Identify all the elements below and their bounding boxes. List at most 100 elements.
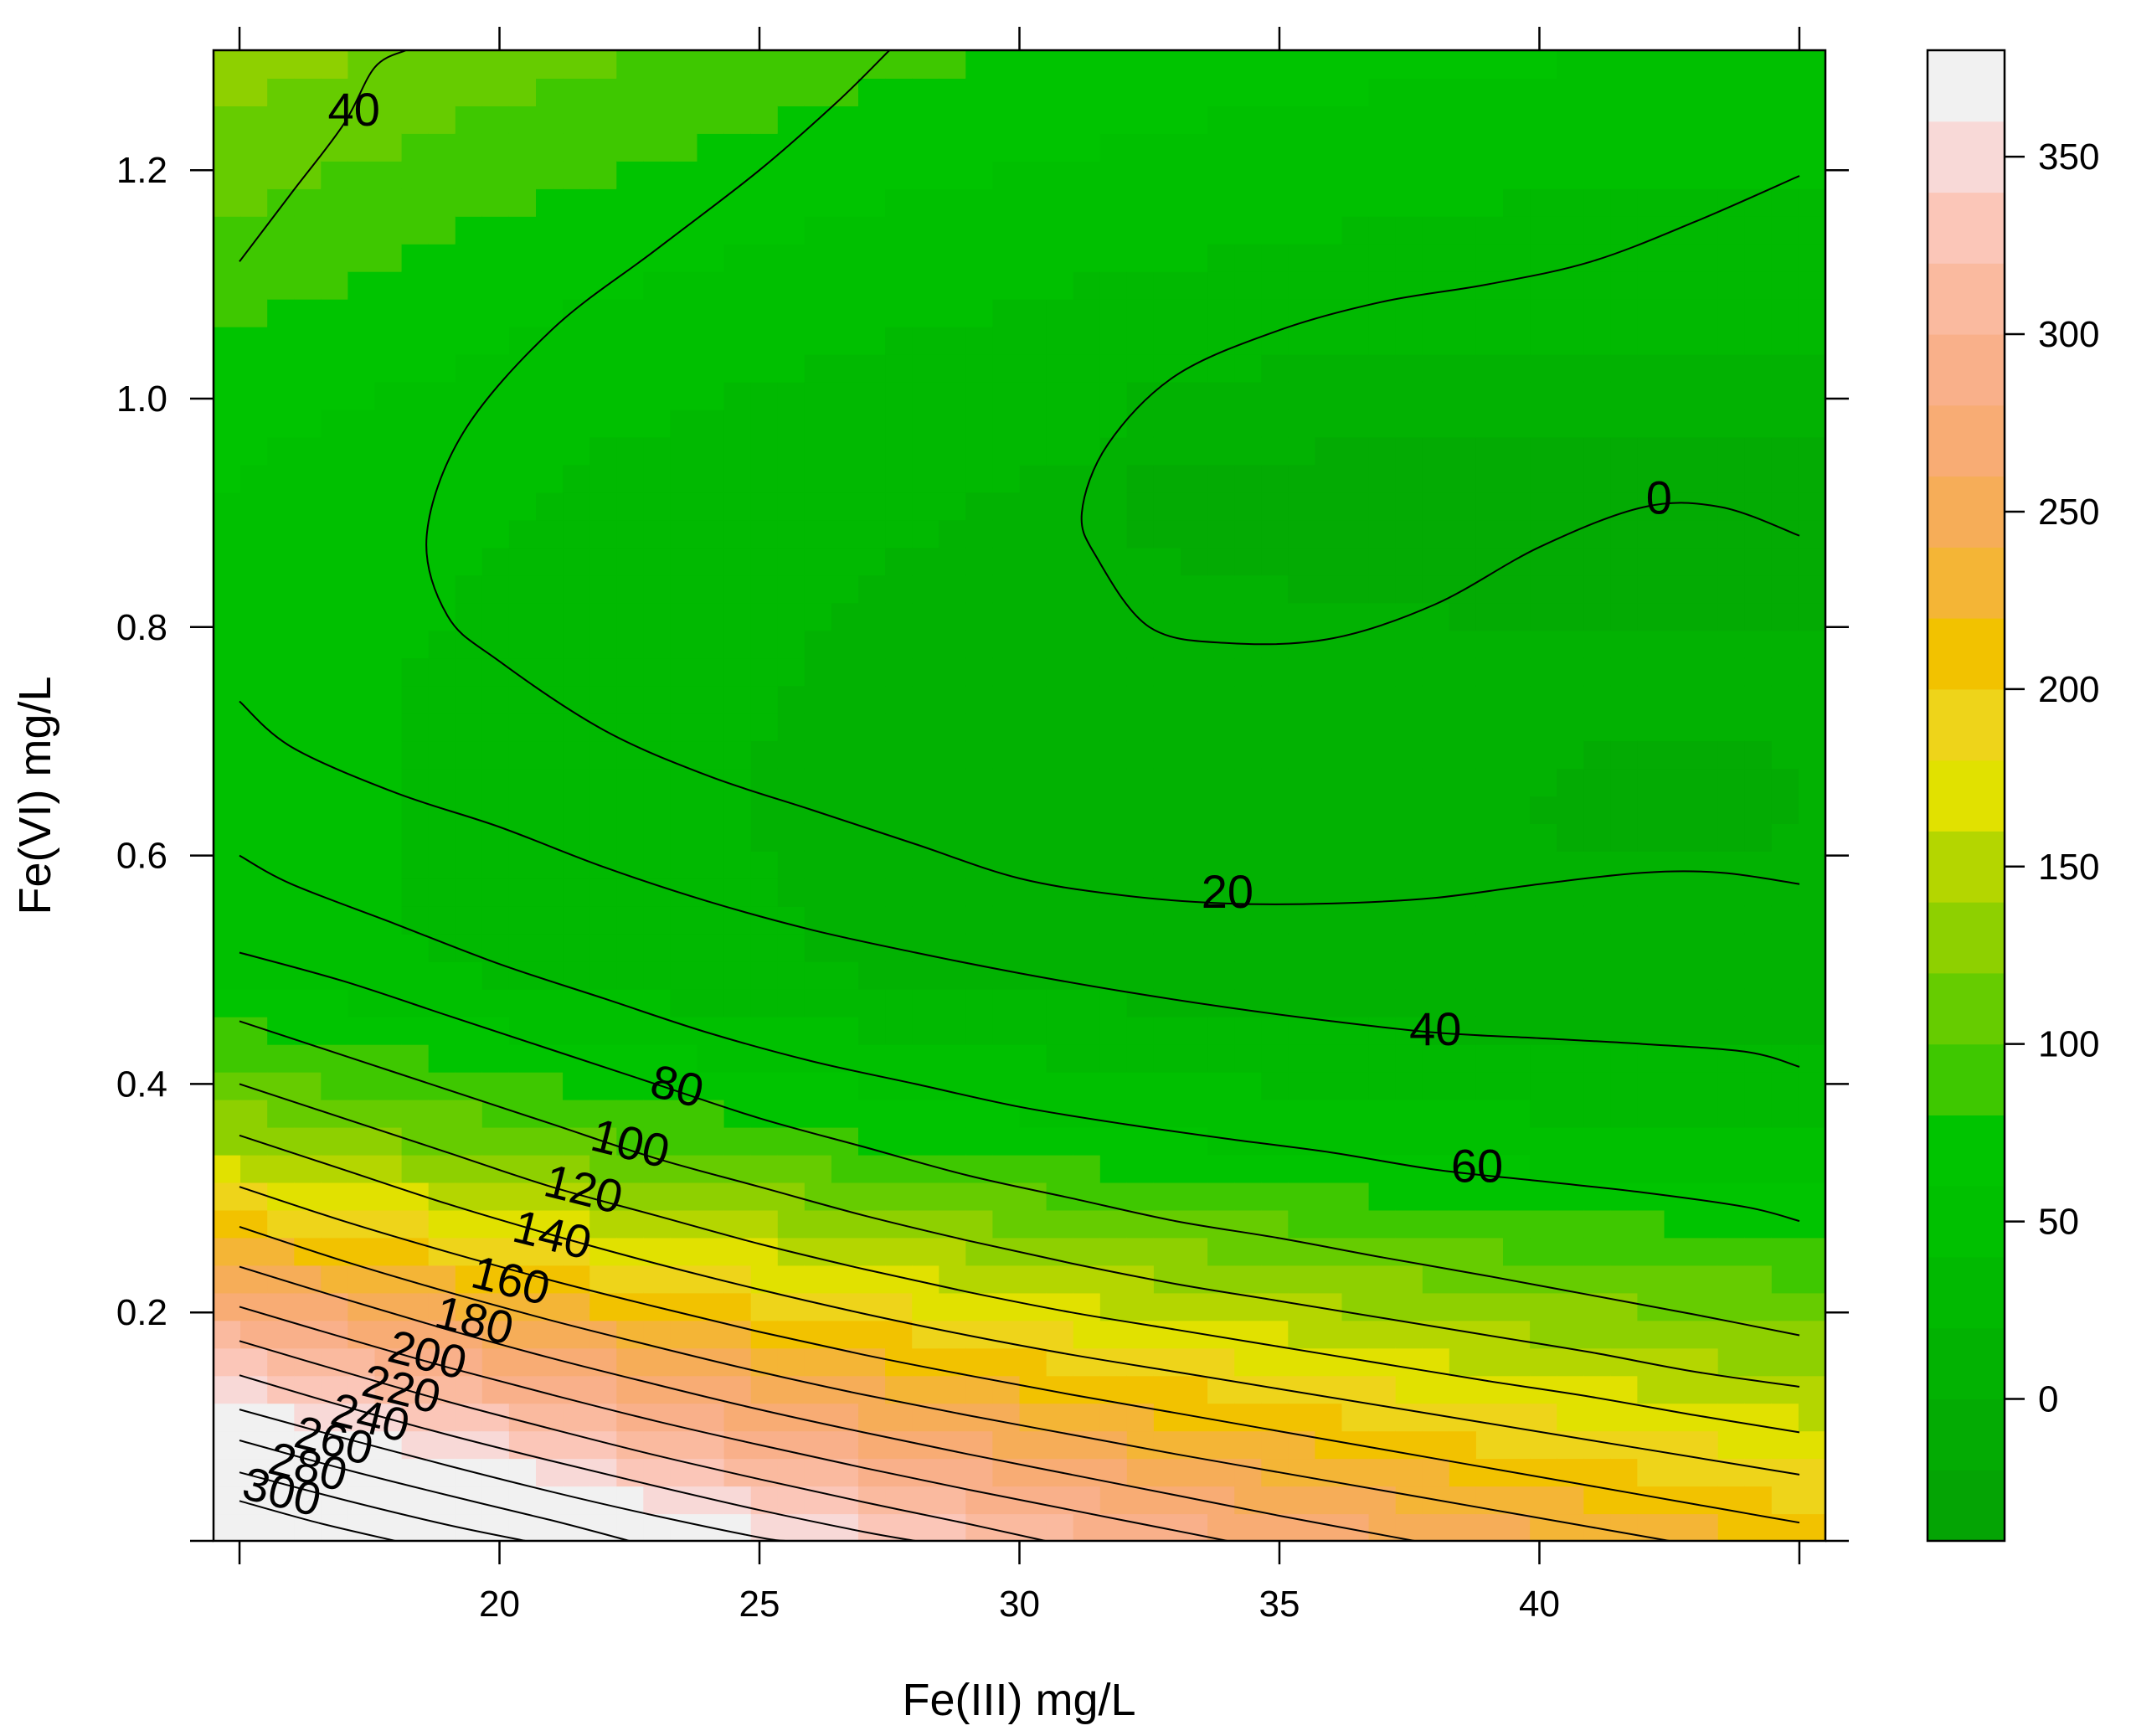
- surface-cell: [1073, 796, 1101, 824]
- surface-cell: [1557, 547, 1585, 576]
- surface-cell: [939, 270, 967, 300]
- surface-cell: [455, 547, 483, 576]
- surface-cell: [428, 713, 456, 742]
- surface-cell: [965, 188, 994, 217]
- surface-cell: [1234, 270, 1263, 300]
- surface-cell: [374, 1403, 403, 1432]
- surface-cell: [1046, 713, 1074, 742]
- surface-cell: [374, 657, 403, 687]
- surface-cell: [1019, 78, 1047, 106]
- surface-cell: [240, 270, 269, 300]
- surface-cell: [455, 1430, 483, 1460]
- surface-cell: [1341, 78, 1370, 106]
- surface-cell: [831, 1347, 859, 1377]
- surface-cell: [536, 547, 564, 576]
- surface-cell: [1234, 353, 1263, 383]
- surface-cell: [428, 353, 456, 383]
- surface-cell: [294, 326, 322, 355]
- surface-cell: [428, 492, 456, 521]
- surface-cell: [1475, 78, 1504, 106]
- surface-cell: [1073, 381, 1101, 410]
- surface-cell: [455, 1182, 483, 1211]
- surface-cell: [321, 988, 349, 1017]
- surface-cell: [992, 519, 1021, 549]
- surface-cell: [214, 905, 242, 935]
- surface-cell: [563, 188, 591, 217]
- surface-cell: [1449, 850, 1477, 879]
- colorbar-tick-label: 100: [2038, 1024, 2099, 1065]
- surface-cell: [697, 1403, 725, 1432]
- surface-cell: [1153, 243, 1181, 272]
- surface-cell: [965, 326, 994, 355]
- surface-cell: [912, 1486, 940, 1515]
- surface-cell: [885, 602, 914, 631]
- surface-cell: [992, 464, 1021, 493]
- surface-cell: [965, 270, 994, 300]
- surface-cell: [1798, 1292, 1825, 1321]
- surface-cell: [1637, 436, 1665, 466]
- surface-cell: [1717, 1403, 1746, 1432]
- surface-cell: [723, 768, 752, 796]
- surface-cell: [1637, 878, 1665, 907]
- surface-cell: [1691, 132, 1719, 162]
- surface-cell: [1583, 988, 1612, 1017]
- surface-cell: [750, 381, 779, 410]
- surface-cell: [1368, 961, 1397, 990]
- surface-cell: [1449, 1209, 1477, 1239]
- surface-cell: [1530, 1099, 1558, 1128]
- surface-cell: [992, 1403, 1021, 1432]
- surface-cell: [1341, 713, 1370, 742]
- surface-cell: [1234, 657, 1263, 687]
- surface-cell: [1153, 381, 1181, 410]
- colorbar-band: [1928, 1399, 2005, 1471]
- surface-cell: [1717, 1513, 1746, 1541]
- surface-cell: [1664, 326, 1692, 355]
- surface-cell: [508, 574, 537, 604]
- surface-cell: [1503, 1043, 1531, 1073]
- surface-cell: [1315, 1043, 1343, 1073]
- surface-cell: [1019, 1320, 1047, 1349]
- colorbar-band: [1928, 1257, 2005, 1329]
- surface-cell: [1530, 547, 1558, 576]
- surface-cell: [1234, 1430, 1263, 1460]
- surface-cell: [1798, 50, 1825, 79]
- surface-cell: [455, 740, 483, 770]
- surface-cell: [1664, 243, 1692, 272]
- surface-cell: [1583, 713, 1612, 742]
- surface-cell: [267, 436, 296, 466]
- surface-cell: [428, 878, 456, 907]
- surface-cell: [1153, 298, 1181, 327]
- surface-cell: [1798, 630, 1825, 659]
- surface-cell: [1261, 1154, 1289, 1183]
- surface-cell: [1261, 298, 1289, 327]
- surface-cell: [858, 1071, 887, 1100]
- contour-labels: 0204040608010012014016018020022024026028…: [238, 83, 1672, 1527]
- surface-cell: [777, 1099, 806, 1128]
- surface-cell: [1664, 1237, 1692, 1266]
- surface-cell: [1395, 353, 1423, 383]
- surface-cell: [240, 188, 269, 217]
- surface-cell: [939, 630, 967, 659]
- surface-cell: [1717, 1375, 1746, 1404]
- surface-cell: [347, 1099, 376, 1128]
- surface-cell: [1503, 574, 1531, 604]
- surface-cell: [1315, 215, 1343, 245]
- surface-cell: [1368, 1209, 1397, 1239]
- surface-cell: [589, 353, 618, 383]
- surface-cell: [1449, 1347, 1477, 1377]
- surface-cell: [1557, 326, 1585, 355]
- surface-cell: [1691, 215, 1719, 245]
- surface-cell: [294, 1237, 322, 1266]
- surface-cell: [1503, 768, 1531, 796]
- surface-cell: [1046, 160, 1074, 189]
- surface-cell: [777, 878, 806, 907]
- surface-cell: [428, 1513, 456, 1541]
- surface-cell: [1046, 353, 1074, 383]
- surface-cell: [1557, 270, 1585, 300]
- surface-cell: [1449, 1237, 1477, 1266]
- surface-cell: [1744, 933, 1773, 962]
- surface-cell: [240, 685, 269, 714]
- surface-cell: [294, 602, 322, 631]
- surface-cell: [1315, 602, 1343, 631]
- surface-cell: [1557, 1099, 1585, 1128]
